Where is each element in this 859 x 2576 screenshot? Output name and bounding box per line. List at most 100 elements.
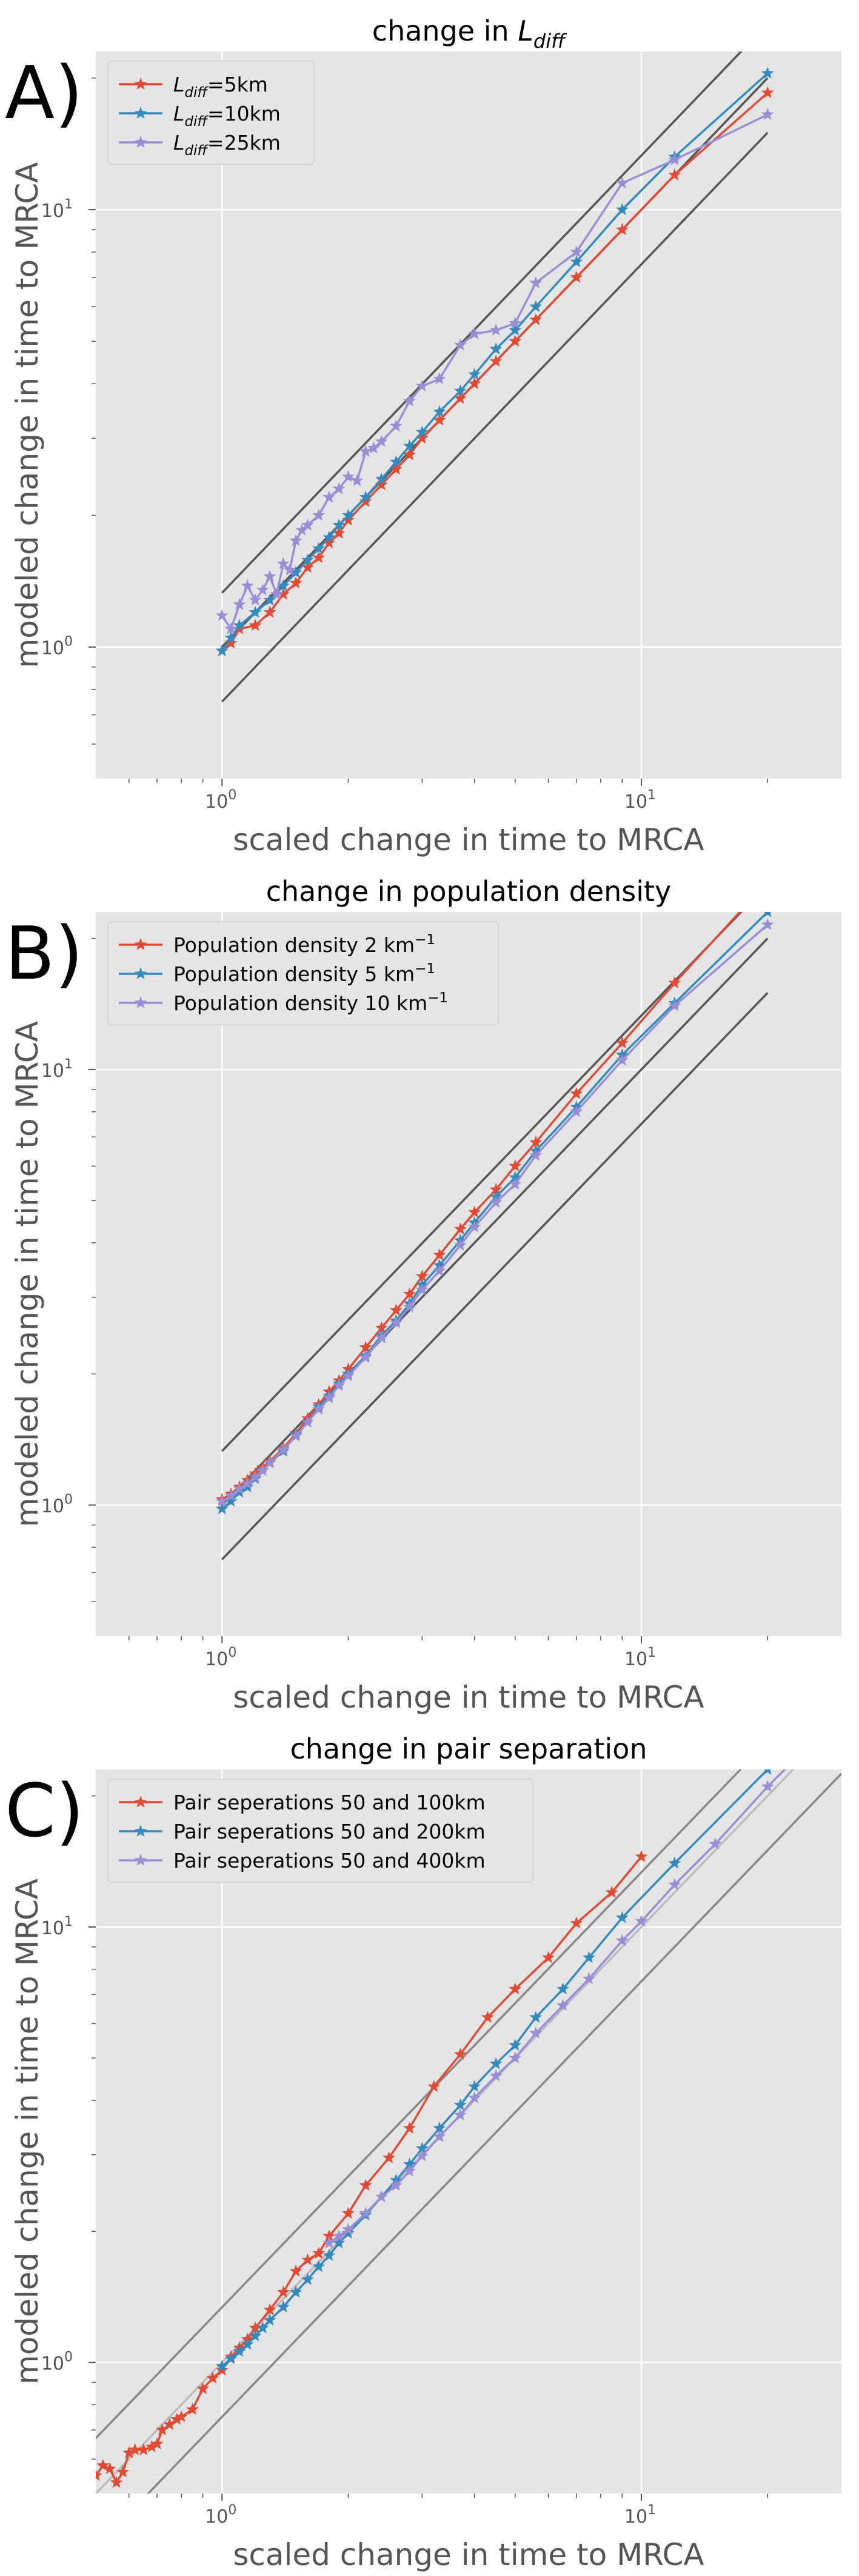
series-group (96, 1706, 848, 2488)
data-point (557, 1982, 569, 1995)
data-point (241, 1477, 254, 1489)
data-point (453, 2108, 467, 2121)
data-point (415, 425, 429, 438)
data-point (312, 508, 326, 521)
legend-marker (134, 107, 147, 119)
data-point (224, 636, 238, 649)
data-point (509, 1159, 522, 1172)
data-point (215, 1502, 229, 1514)
data-point (668, 153, 681, 165)
data-point (489, 1196, 503, 1208)
data-point (249, 605, 262, 618)
data-point (215, 644, 229, 656)
data-point (145, 2440, 158, 2452)
data-point (403, 2157, 416, 2170)
legend-label: Ldiff=25km (173, 131, 281, 159)
legend-label: Ldiff=5km (173, 73, 268, 101)
data-point (468, 377, 481, 390)
data-point (835, 1706, 848, 1719)
data-point (509, 1177, 522, 1190)
data-point (389, 419, 403, 432)
data-point (233, 1482, 246, 1494)
legend-marker (134, 1825, 147, 1837)
data-point (215, 608, 229, 621)
y-axis-label: modeled change in time to MRCA (10, 162, 45, 668)
data-point (468, 368, 481, 380)
reference-line (221, 912, 743, 1452)
data-point (529, 1148, 543, 1161)
data-point (283, 563, 296, 576)
data-point (468, 2080, 481, 2092)
data-point (489, 354, 503, 367)
data-point (359, 1351, 372, 1363)
data-point (509, 316, 522, 329)
data-point (323, 2249, 336, 2261)
data-point (583, 1951, 595, 1963)
data-point (403, 448, 416, 461)
data-point (489, 324, 503, 336)
data-point (427, 2080, 441, 2092)
data-point (509, 324, 522, 336)
data-point (224, 2352, 238, 2365)
data-point (433, 1248, 446, 1260)
chart-title: change in Ldiff (372, 15, 567, 53)
data-point (289, 2285, 302, 2298)
x-tick-label: 100 (205, 2503, 236, 2528)
data-point (761, 1780, 774, 1792)
y-axis-label: modeled change in time to MRCA (10, 1021, 45, 1527)
data-point (263, 605, 276, 618)
data-point (433, 405, 446, 418)
x-tick-label: 100 (205, 1645, 236, 1670)
data-point (509, 1982, 522, 1995)
data-point (389, 1303, 403, 1316)
data-point (709, 1837, 722, 1850)
data-point (289, 565, 302, 578)
legend-marker (134, 1854, 147, 1866)
x-axis-label: scaled change in time to MRCA (233, 822, 704, 857)
data-point (433, 372, 446, 385)
data-point (233, 622, 246, 634)
x-axis-label: scaled change in time to MRCA (233, 2537, 704, 2572)
data-point (453, 391, 467, 404)
data-point (249, 619, 262, 631)
data-point (332, 2229, 346, 2242)
data-point (403, 1300, 416, 1313)
reference-line (221, 52, 743, 594)
data-point (570, 1105, 583, 1117)
data-point (342, 2223, 355, 2235)
data-point (529, 300, 543, 313)
data-point (489, 2057, 503, 2069)
data-point (433, 1264, 446, 1276)
data-point (276, 587, 290, 600)
data-point (389, 455, 403, 468)
data-point (323, 1391, 336, 1404)
panel-label: B) (5, 912, 83, 996)
reference-line (221, 131, 769, 703)
panel-label: C) (5, 1769, 84, 1854)
data-point (570, 255, 583, 267)
data-point (276, 2285, 290, 2298)
data-point (350, 474, 364, 487)
data-point (468, 1220, 481, 1233)
data-point (156, 2423, 169, 2435)
legend-label: Pair seperations 50 and 400km (173, 1849, 486, 1872)
data-point (375, 1331, 388, 1343)
chart-panel-1: 100 100 101 101 change in population density… (5, 875, 841, 1715)
data-point (256, 583, 269, 596)
legend-label: Population density 2 km−1 (173, 932, 435, 957)
reference-line (146, 1772, 841, 2494)
data-point (389, 462, 403, 475)
data-point (668, 1856, 681, 1869)
data-point (241, 2337, 254, 2350)
data-point (301, 2272, 314, 2285)
legend-label: Pair seperations 50 and 100km (173, 1791, 486, 1814)
data-point (270, 587, 283, 600)
data-point (529, 1136, 543, 1148)
y-tick-label: 101 (41, 1914, 73, 1939)
data-point (529, 2011, 543, 2023)
data-point (761, 108, 774, 120)
data-point (668, 976, 681, 989)
data-point (383, 2151, 395, 2163)
data-point (295, 523, 309, 536)
data-point (263, 2314, 276, 2326)
